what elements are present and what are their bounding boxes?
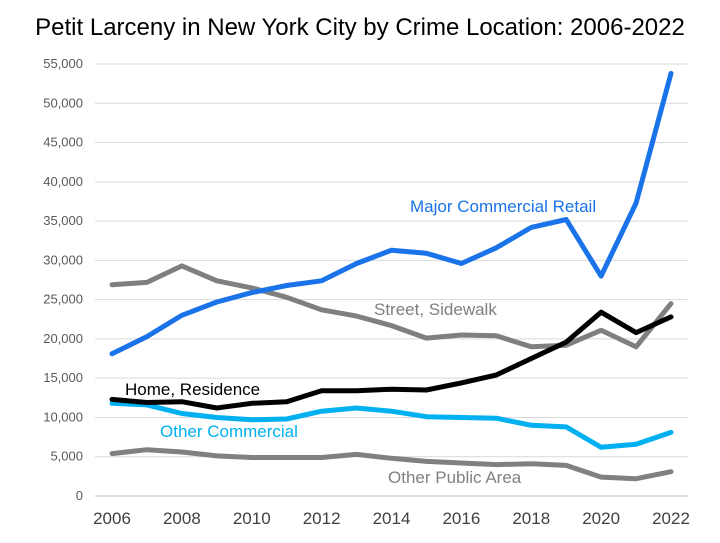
x-tick-label: 2006 [93, 509, 131, 528]
chart-title: Petit Larceny in New York City by Crime … [35, 14, 685, 41]
series-line-major-commercial-retail [109, 70, 674, 357]
y-tick-label: 15,000 [43, 370, 83, 385]
series-line-other-commercial [109, 400, 674, 450]
y-tick-label: 35,000 [43, 213, 83, 228]
series-line-other-public-area [109, 447, 674, 482]
y-tick-label: 50,000 [43, 95, 83, 110]
y-tick-label: 0 [76, 488, 83, 503]
x-tick-label: 2020 [582, 509, 620, 528]
series-label-major-commercial-retail: Major Commercial Retail [410, 197, 596, 216]
x-tick-label: 2022 [652, 509, 690, 528]
x-tick-label: 2010 [233, 509, 271, 528]
x-tick-label: 2012 [303, 509, 341, 528]
y-tick-label: 25,000 [43, 292, 83, 307]
y-tick-label: 20,000 [43, 331, 83, 346]
series-label-home-residence: Home, Residence [125, 380, 260, 399]
series-line-home-residence [109, 309, 674, 411]
x-tick-label: 2018 [512, 509, 550, 528]
y-tick-label: 5,000 [50, 449, 83, 464]
y-tick-label: 10,000 [43, 409, 83, 424]
y-tick-label: 30,000 [43, 252, 83, 267]
x-tick-label: 2016 [442, 509, 480, 528]
x-tick-label: 2014 [373, 509, 411, 528]
x-tick-label: 2008 [163, 509, 201, 528]
series-label-other-public-area: Other Public Area [388, 468, 522, 487]
series-label-street-sidewalk: Street, Sidewalk [374, 300, 497, 319]
series-label-other-commercial: Other Commercial [160, 422, 298, 441]
series-line-street-sidewalk [109, 263, 674, 350]
y-tick-label: 40,000 [43, 174, 83, 189]
y-tick-label: 55,000 [43, 56, 83, 71]
y-tick-label: 45,000 [43, 135, 83, 150]
